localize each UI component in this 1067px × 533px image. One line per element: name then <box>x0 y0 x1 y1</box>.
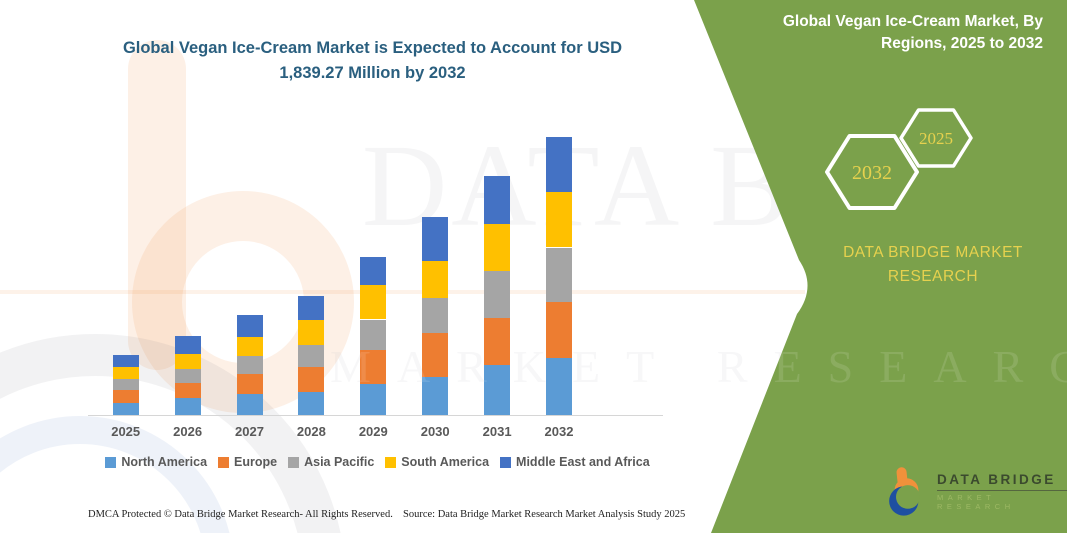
bar-segment-north-america <box>484 365 511 415</box>
hexagon-2025-icon <box>899 108 973 168</box>
legend-item: South America <box>385 455 489 469</box>
bar-segment-europe <box>236 374 263 395</box>
legend-label: Europe <box>234 455 278 469</box>
legend-item: Middle East and Africa <box>500 455 650 469</box>
hexagon-2032-icon <box>825 134 919 210</box>
bar-segment-middle-east-and-africa <box>174 336 201 355</box>
bar-segment-north-america <box>112 403 139 415</box>
bar-segment-middle-east-and-africa <box>360 256 387 285</box>
legend-swatch-icon <box>218 456 230 468</box>
logo-subtitle: MARKET RESEARCH <box>936 492 1015 511</box>
bar-segment-middle-east-and-africa <box>298 295 325 320</box>
bar-segment-north-america <box>174 397 201 415</box>
source-note: Source: Data Bridge Market Research Mark… <box>403 509 686 520</box>
bar-segment-south-america <box>174 354 201 370</box>
bar-segment-middle-east-and-africa <box>484 176 511 224</box>
x-tick-label: 2027 <box>235 424 264 439</box>
bar-segment-europe <box>546 301 572 359</box>
legend-swatch-icon <box>500 456 512 468</box>
watermark-swoosh-gray <box>0 334 341 533</box>
legend-swatch-icon <box>288 456 300 468</box>
watermark-swoosh-blue <box>0 416 230 533</box>
bar-segment-asia-pacific <box>298 345 325 368</box>
legend-item: Asia Pacific <box>288 455 374 469</box>
bar-segment-europe <box>174 382 201 398</box>
x-tick-label: 2030 <box>420 424 450 439</box>
bar-segment-middle-east-and-africa <box>112 355 139 367</box>
bar-segment-europe <box>484 318 511 366</box>
logo-text: DATA BRIDGE MARKET RESEARCH <box>936 472 1067 511</box>
bar-segment-asia-pacific <box>360 319 387 350</box>
year-hexagons: 2025 2032 <box>825 108 973 210</box>
page-title: Global Vegan Ice-Cream Market is Expecte… <box>122 39 623 82</box>
legend-item: North America <box>105 455 207 469</box>
logo-title: DATA BRIDGE <box>936 472 1067 491</box>
bar-segment-north-america <box>422 377 449 415</box>
legend-item: Europe <box>218 455 277 469</box>
logo-mark-icon <box>889 467 920 516</box>
bar-segment-middle-east-and-africa <box>422 217 449 262</box>
x-tick-label: 2031 <box>482 424 512 439</box>
bar-segment-south-america <box>360 284 387 320</box>
bar-segment-north-america <box>546 358 572 415</box>
bar-segment-south-america <box>422 261 449 298</box>
watermark-subtext-overlay: MARKET RESEARCH <box>330 341 1067 392</box>
legend-label: Middle East and Africa <box>516 455 650 469</box>
bar-segment-asia-pacific <box>422 297 449 333</box>
x-tick-label: 2025 <box>111 424 141 439</box>
legend-label: South America <box>401 455 490 469</box>
bar-segment-south-america <box>236 337 263 357</box>
brand-text: DATA BRIDGE MARKET RESEARCH <box>843 244 1023 286</box>
x-axis-line <box>88 415 663 416</box>
x-tick-label: 2032 <box>544 424 574 439</box>
legend-swatch-icon <box>385 456 397 468</box>
legend-label: Asia Pacific <box>304 455 375 469</box>
bar-segment-europe <box>112 390 139 403</box>
bar-segment-asia-pacific <box>112 378 139 390</box>
bar-segment-south-america <box>298 319 325 346</box>
bar-segment-north-america <box>360 383 387 415</box>
bar-segment-europe <box>298 367 325 393</box>
chart-legend: North America Europe Asia Pacific South Ame… <box>85 455 670 469</box>
bar-segment-middle-east-and-africa <box>546 137 572 192</box>
bar-segment-north-america <box>298 392 325 415</box>
bar-segment-north-america <box>236 394 263 415</box>
watermark-b-stem <box>128 40 186 370</box>
hexagon-2025-label: 2025 <box>919 129 953 148</box>
bar-segment-south-america <box>484 224 511 272</box>
x-tick-label: 2026 <box>173 424 203 439</box>
hexagon-2032-label: 2032 <box>852 162 892 184</box>
bar-segment-europe <box>360 349 387 384</box>
bar-segment-europe <box>422 332 449 377</box>
watermark-horizontal-line <box>0 290 805 294</box>
bar-segment-south-america <box>546 191 572 248</box>
dmca-notice: DMCA Protected © Data Bridge Market Rese… <box>88 509 393 520</box>
x-tick-label: 2028 <box>296 424 326 439</box>
x-tick-label: 2029 <box>358 424 388 439</box>
bar-segment-south-america <box>112 366 139 379</box>
bar-segment-asia-pacific <box>484 271 511 319</box>
bar-segment-middle-east-and-africa <box>236 315 263 338</box>
legend-label: North America <box>121 455 208 469</box>
bar-segment-asia-pacific <box>174 369 201 383</box>
bar-segment-asia-pacific <box>236 356 263 375</box>
panel-heading: Global Vegan Ice-Cream Market, By Region… <box>782 13 1043 53</box>
company-logo: DATA BRIDGE MARKET RESEARCH <box>880 462 1067 520</box>
bar-segment-asia-pacific <box>546 247 572 302</box>
legend-swatch-icon <box>105 456 117 468</box>
